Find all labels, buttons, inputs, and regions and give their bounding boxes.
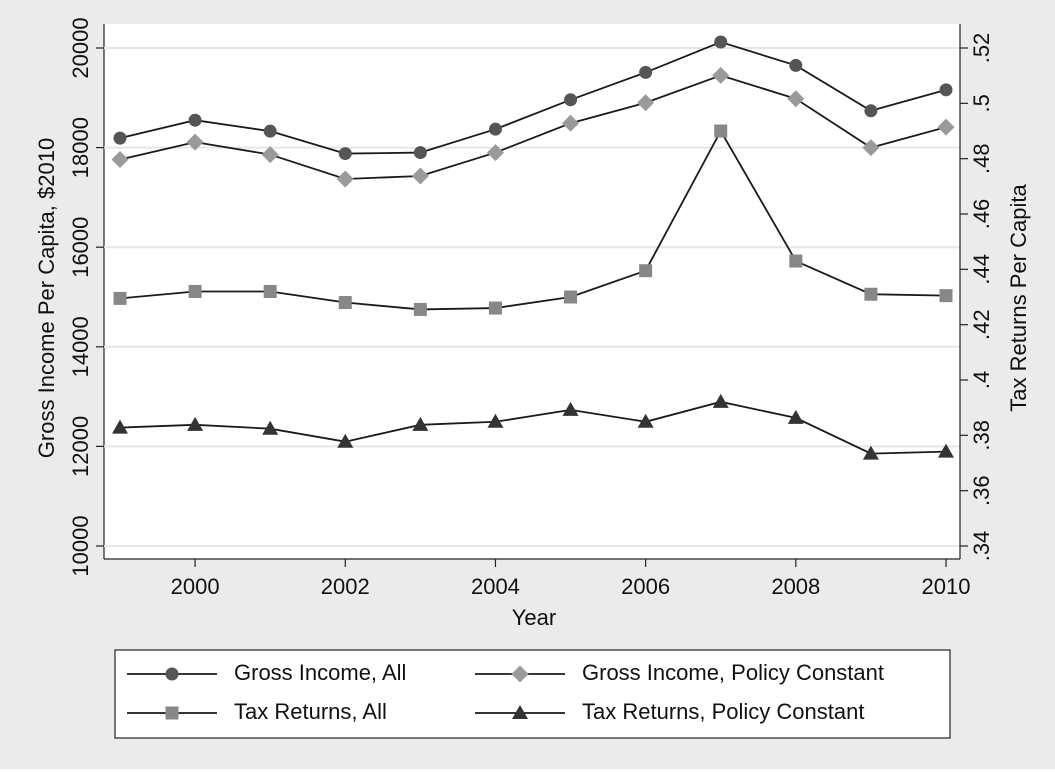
legend-label: Tax Returns, All bbox=[234, 699, 387, 724]
data-point bbox=[787, 409, 804, 424]
data-point bbox=[263, 284, 277, 298]
data-point bbox=[188, 113, 202, 127]
legend-box bbox=[114, 649, 951, 739]
data-point bbox=[564, 93, 578, 107]
y2-tick-label: .4 bbox=[969, 371, 994, 389]
data-point bbox=[336, 170, 354, 188]
y-tick-label: 20000 bbox=[68, 17, 93, 78]
data-point bbox=[488, 301, 502, 315]
y-tick-label: 12000 bbox=[68, 416, 93, 477]
x-tick-label: 2010 bbox=[922, 574, 971, 599]
x-tick-label: 2002 bbox=[321, 574, 370, 599]
data-point bbox=[487, 413, 504, 428]
y-tick-label: 18000 bbox=[68, 117, 93, 178]
y2-tick-label: .48 bbox=[969, 143, 994, 174]
legend-marker bbox=[511, 665, 529, 683]
x-tick-label: 2006 bbox=[621, 574, 670, 599]
data-point bbox=[639, 264, 653, 278]
legend-label: Gross Income, Policy Constant bbox=[582, 660, 884, 685]
series-line bbox=[119, 400, 947, 455]
data-point bbox=[338, 147, 352, 161]
data-point bbox=[188, 284, 202, 298]
x-tick-label: 2000 bbox=[171, 574, 220, 599]
y2-axis-label: Tax Returns Per Capita bbox=[1006, 184, 1031, 412]
data-point bbox=[113, 291, 127, 305]
y2-tick-label: .44 bbox=[969, 254, 994, 285]
data-point bbox=[637, 413, 654, 428]
y2-tick-label: .34 bbox=[969, 531, 994, 562]
data-point bbox=[712, 393, 729, 408]
y2-tick-label: .52 bbox=[969, 33, 994, 64]
data-point bbox=[263, 124, 277, 138]
y2-tick-label: .42 bbox=[969, 309, 994, 340]
data-point bbox=[864, 104, 878, 118]
data-point bbox=[411, 167, 429, 185]
x-axis-label: Year bbox=[512, 605, 556, 630]
y2-tick-label: .46 bbox=[969, 199, 994, 230]
data-point bbox=[937, 118, 955, 136]
data-point bbox=[413, 146, 427, 160]
data-point bbox=[862, 139, 880, 157]
series-line bbox=[119, 41, 947, 155]
legend-marker bbox=[165, 667, 179, 681]
data-point bbox=[262, 420, 279, 435]
data-point bbox=[412, 416, 429, 431]
data-point bbox=[562, 114, 580, 132]
data-point bbox=[714, 35, 728, 49]
data-point bbox=[413, 302, 427, 316]
data-point bbox=[564, 290, 578, 304]
series-line bbox=[119, 129, 947, 311]
data-point bbox=[789, 58, 803, 72]
x-tick-label: 2004 bbox=[471, 574, 520, 599]
y-tick-label: 14000 bbox=[68, 316, 93, 377]
legend-marker bbox=[165, 706, 179, 720]
legend-label: Gross Income, All bbox=[234, 660, 406, 685]
legend-label: Tax Returns, Policy Constant bbox=[582, 699, 864, 724]
y2-tick-label: .38 bbox=[969, 420, 994, 451]
y2-tick-label: .36 bbox=[969, 475, 994, 506]
legend-marker bbox=[512, 705, 528, 719]
data-point bbox=[112, 419, 128, 434]
data-point bbox=[186, 133, 204, 151]
data-point bbox=[261, 146, 279, 164]
data-point bbox=[789, 254, 803, 268]
data-point bbox=[486, 144, 504, 162]
data-point bbox=[939, 289, 953, 303]
data-point bbox=[712, 66, 730, 84]
y-tick-label: 16000 bbox=[68, 217, 93, 278]
y-tick-label: 10000 bbox=[68, 515, 93, 576]
series-line bbox=[119, 74, 947, 180]
data-point bbox=[938, 443, 954, 458]
data-point bbox=[337, 433, 354, 448]
data-point bbox=[187, 416, 204, 431]
data-point bbox=[111, 151, 129, 169]
data-point bbox=[864, 287, 878, 301]
data-point bbox=[637, 94, 655, 112]
data-point bbox=[862, 445, 879, 460]
data-point bbox=[714, 124, 728, 138]
y-axis-label: Gross Income Per Capita, $2010 bbox=[34, 138, 59, 458]
data-point bbox=[562, 401, 579, 416]
data-point bbox=[338, 296, 352, 310]
data-point bbox=[113, 131, 127, 145]
data-point bbox=[939, 83, 953, 97]
y2-tick-label: .5 bbox=[969, 94, 994, 112]
data-point bbox=[639, 65, 653, 79]
data-point bbox=[787, 90, 805, 108]
x-tick-label: 2008 bbox=[771, 574, 820, 599]
data-point bbox=[488, 122, 502, 136]
